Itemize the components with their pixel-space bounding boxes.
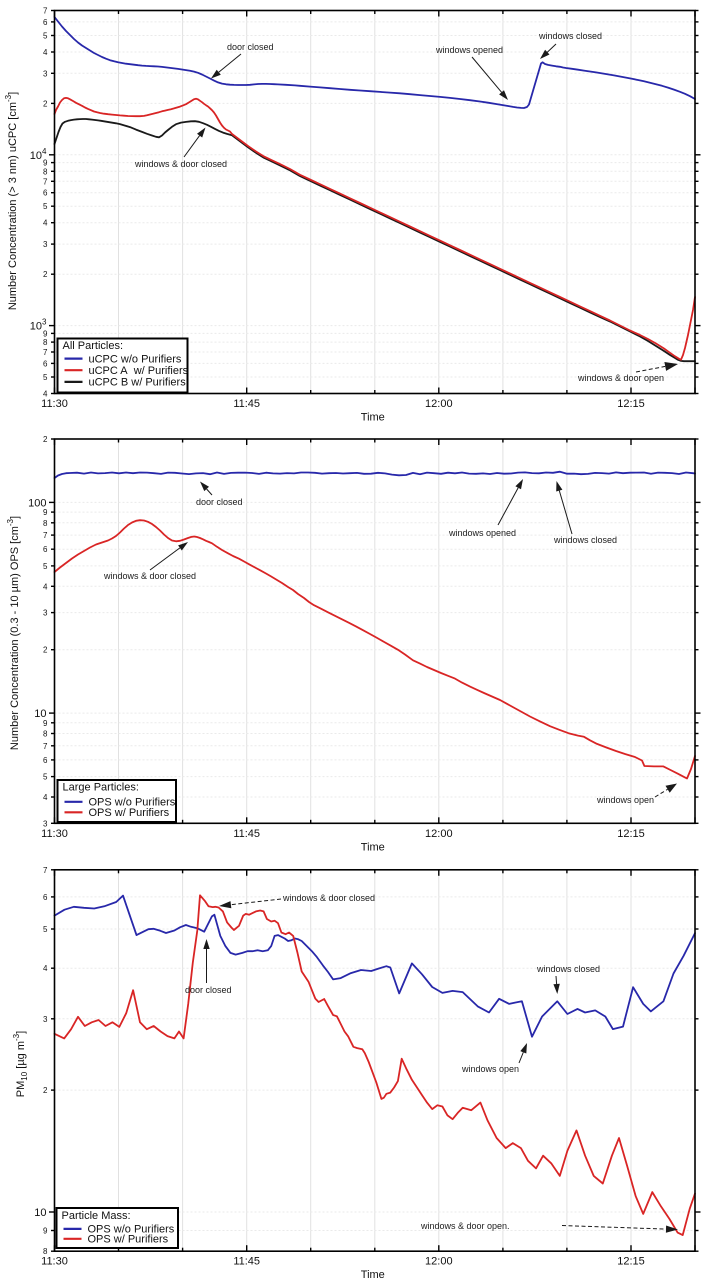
- svg-text:11:30: 11:30: [41, 828, 68, 840]
- svg-text:5: 5: [43, 32, 48, 41]
- svg-text:8: 8: [43, 167, 48, 176]
- svg-text:11:30: 11:30: [41, 1256, 68, 1268]
- svg-text:7: 7: [43, 177, 48, 186]
- svg-text:11:45: 11:45: [233, 1256, 260, 1268]
- svg-text:12:15: 12:15: [617, 1256, 645, 1268]
- svg-text:All Particles:: All Particles:: [63, 340, 124, 352]
- svg-text:uCPC w/o Purifiers: uCPC w/o Purifiers: [89, 353, 182, 365]
- svg-text:OPS w/o Purifiers: OPS w/o Purifiers: [89, 797, 176, 809]
- svg-text:windows & door open: windows & door open: [577, 373, 664, 383]
- svg-text:door closed: door closed: [185, 985, 232, 995]
- svg-text:7: 7: [43, 348, 48, 357]
- svg-text:7: 7: [43, 742, 48, 751]
- svg-text:2: 2: [43, 99, 48, 108]
- svg-text:2: 2: [43, 646, 48, 655]
- svg-text:windows & door open.: windows & door open.: [420, 1221, 510, 1231]
- svg-text:5: 5: [43, 925, 48, 934]
- svg-text:uCPC B w/ Purifiers: uCPC B w/ Purifiers: [89, 377, 187, 389]
- svg-text:uCPC A w/ Purifiers: uCPC A w/ Purifiers: [89, 365, 189, 377]
- svg-text:windows open: windows open: [461, 1064, 519, 1074]
- svg-text:Time: Time: [361, 412, 385, 424]
- svg-text:8: 8: [43, 730, 48, 739]
- svg-text:6: 6: [43, 359, 48, 368]
- svg-text:4: 4: [43, 219, 48, 228]
- svg-text:windows opened: windows opened: [435, 45, 503, 55]
- svg-text:4: 4: [43, 964, 48, 973]
- svg-text:3: 3: [43, 1015, 48, 1024]
- svg-text:12:00: 12:00: [425, 828, 453, 840]
- svg-text:11:45: 11:45: [233, 828, 260, 840]
- svg-text:Number Concentration (0.3 - 10: Number Concentration (0.3 - 10 µm) OPS […: [6, 516, 21, 750]
- svg-text:Large Particles:: Large Particles:: [63, 782, 139, 794]
- svg-text:3: 3: [43, 69, 48, 78]
- svg-text:2: 2: [43, 1086, 48, 1095]
- svg-text:7: 7: [43, 531, 48, 540]
- svg-text:Particle Mass:: Particle Mass:: [62, 1210, 131, 1222]
- svg-text:windows closed: windows closed: [536, 964, 600, 974]
- svg-text:2: 2: [43, 435, 48, 444]
- svg-text:2: 2: [43, 270, 48, 279]
- svg-text:8: 8: [43, 1247, 48, 1256]
- svg-text:7: 7: [43, 866, 48, 875]
- svg-text:OPS w/o Purifiers: OPS w/o Purifiers: [88, 1224, 175, 1236]
- svg-text:3: 3: [43, 240, 48, 249]
- svg-text:4: 4: [43, 48, 48, 57]
- svg-text:12:15: 12:15: [617, 398, 645, 410]
- svg-text:windows open: windows open: [596, 795, 654, 805]
- svg-text:9: 9: [43, 508, 48, 517]
- svg-text:9: 9: [43, 1227, 48, 1236]
- svg-text:6: 6: [43, 756, 48, 765]
- svg-text:9: 9: [43, 719, 48, 728]
- svg-text:windows & door closed: windows & door closed: [134, 159, 227, 169]
- svg-text:4: 4: [43, 582, 48, 591]
- svg-text:6: 6: [43, 18, 48, 27]
- svg-text:5: 5: [43, 202, 48, 211]
- svg-text:8: 8: [43, 338, 48, 347]
- svg-text:7: 7: [43, 7, 48, 16]
- svg-text:6: 6: [43, 545, 48, 554]
- svg-text:12:00: 12:00: [425, 398, 453, 410]
- svg-text:PM10​ [µg m-3​]: PM10​ [µg m-3​]: [12, 1031, 29, 1097]
- svg-text:6: 6: [43, 893, 48, 902]
- svg-text:3: 3: [43, 609, 48, 618]
- svg-text:10: 10: [34, 708, 46, 720]
- svg-text:3: 3: [43, 819, 48, 828]
- svg-text:windows closed: windows closed: [553, 535, 617, 545]
- svg-text:windows & door closed: windows & door closed: [103, 571, 196, 581]
- svg-text:10: 10: [34, 1207, 46, 1219]
- svg-text:windows opened: windows opened: [448, 528, 516, 538]
- svg-text:Time: Time: [361, 841, 385, 853]
- svg-text:12:00: 12:00: [425, 1256, 453, 1268]
- svg-text:OPS w/ Purifiers: OPS w/ Purifiers: [88, 1234, 169, 1246]
- svg-text:5: 5: [43, 373, 48, 382]
- svg-text:5: 5: [43, 562, 48, 571]
- svg-text:4: 4: [43, 793, 48, 802]
- svg-text:windows closed: windows closed: [538, 31, 602, 41]
- svg-text:6: 6: [43, 189, 48, 198]
- svg-text:windows & door closed: windows & door closed: [282, 893, 375, 903]
- svg-text:11:30: 11:30: [41, 398, 68, 410]
- svg-text:9: 9: [43, 329, 48, 338]
- svg-text:door closed: door closed: [227, 42, 274, 52]
- svg-text:4: 4: [43, 390, 48, 399]
- svg-text:5: 5: [43, 773, 48, 782]
- svg-text:100: 100: [28, 497, 46, 509]
- svg-text:12:15: 12:15: [617, 828, 645, 840]
- svg-text:Time: Time: [361, 1269, 385, 1280]
- svg-text:Number Concentration (> 3 nm): Number Concentration (> 3 nm) uCPC [cm-3…: [4, 92, 19, 310]
- svg-text:8: 8: [43, 519, 48, 528]
- svg-text:11:45: 11:45: [233, 398, 260, 410]
- svg-text:door closed: door closed: [196, 497, 243, 507]
- svg-text:OPS w/ Purifiers: OPS w/ Purifiers: [89, 807, 170, 819]
- svg-text:9: 9: [43, 159, 48, 168]
